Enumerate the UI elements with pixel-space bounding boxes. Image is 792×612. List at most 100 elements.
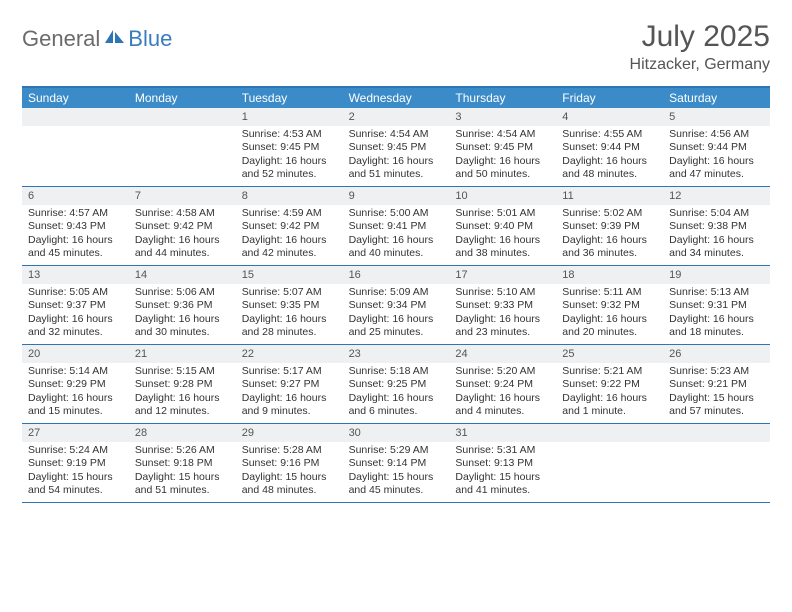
sunset-text: Sunset: 9:35 PM — [242, 299, 337, 312]
sunrise-text: Sunrise: 5:11 AM — [562, 286, 657, 299]
sunset-text: Sunset: 9:27 PM — [242, 378, 337, 391]
calendar-cell — [663, 424, 770, 502]
calendar-cell: 26Sunrise: 5:23 AMSunset: 9:21 PMDayligh… — [663, 345, 770, 423]
daylight-text: Daylight: 15 hours and 41 minutes. — [455, 471, 550, 498]
calendar-week-row: 27Sunrise: 5:24 AMSunset: 9:19 PMDayligh… — [22, 424, 770, 503]
day-body — [22, 126, 129, 132]
sunrise-text: Sunrise: 5:14 AM — [28, 365, 123, 378]
calendar-cell: 9Sunrise: 5:00 AMSunset: 9:41 PMDaylight… — [343, 187, 450, 265]
day-body: Sunrise: 5:18 AMSunset: 9:25 PMDaylight:… — [343, 363, 450, 423]
day-number: 8 — [236, 187, 343, 205]
sunrise-text: Sunrise: 5:20 AM — [455, 365, 550, 378]
weekday-header: Monday — [129, 88, 236, 108]
daylight-text: Daylight: 16 hours and 1 minute. — [562, 392, 657, 419]
sunset-text: Sunset: 9:41 PM — [349, 220, 444, 233]
day-body: Sunrise: 5:11 AMSunset: 9:32 PMDaylight:… — [556, 284, 663, 344]
sunset-text: Sunset: 9:42 PM — [135, 220, 230, 233]
day-number: 18 — [556, 266, 663, 284]
sunrise-text: Sunrise: 5:00 AM — [349, 207, 444, 220]
calendar-cell: 24Sunrise: 5:20 AMSunset: 9:24 PMDayligh… — [449, 345, 556, 423]
day-body: Sunrise: 5:24 AMSunset: 9:19 PMDaylight:… — [22, 442, 129, 502]
sunrise-text: Sunrise: 5:06 AM — [135, 286, 230, 299]
day-body: Sunrise: 4:58 AMSunset: 9:42 PMDaylight:… — [129, 205, 236, 265]
sunrise-text: Sunrise: 5:05 AM — [28, 286, 123, 299]
calendar-cell: 3Sunrise: 4:54 AMSunset: 9:45 PMDaylight… — [449, 108, 556, 186]
day-body: Sunrise: 5:04 AMSunset: 9:38 PMDaylight:… — [663, 205, 770, 265]
daylight-text: Daylight: 16 hours and 42 minutes. — [242, 234, 337, 261]
sunset-text: Sunset: 9:19 PM — [28, 457, 123, 470]
day-body: Sunrise: 5:26 AMSunset: 9:18 PMDaylight:… — [129, 442, 236, 502]
sunset-text: Sunset: 9:44 PM — [562, 141, 657, 154]
sunset-text: Sunset: 9:45 PM — [349, 141, 444, 154]
day-body: Sunrise: 5:09 AMSunset: 9:34 PMDaylight:… — [343, 284, 450, 344]
day-number: 21 — [129, 345, 236, 363]
daylight-text: Daylight: 16 hours and 4 minutes. — [455, 392, 550, 419]
sunrise-text: Sunrise: 4:55 AM — [562, 128, 657, 141]
day-number: 6 — [22, 187, 129, 205]
daylight-text: Daylight: 15 hours and 57 minutes. — [669, 392, 764, 419]
calendar-week-row: 6Sunrise: 4:57 AMSunset: 9:43 PMDaylight… — [22, 187, 770, 266]
sunrise-text: Sunrise: 5:23 AM — [669, 365, 764, 378]
sunrise-text: Sunrise: 4:56 AM — [669, 128, 764, 141]
sunrise-text: Sunrise: 5:10 AM — [455, 286, 550, 299]
day-number: 28 — [129, 424, 236, 442]
sunrise-text: Sunrise: 5:15 AM — [135, 365, 230, 378]
daylight-text: Daylight: 16 hours and 32 minutes. — [28, 313, 123, 340]
daylight-text: Daylight: 16 hours and 47 minutes. — [669, 155, 764, 182]
sunset-text: Sunset: 9:18 PM — [135, 457, 230, 470]
sunset-text: Sunset: 9:36 PM — [135, 299, 230, 312]
calendar-cell — [22, 108, 129, 186]
day-body: Sunrise: 4:55 AMSunset: 9:44 PMDaylight:… — [556, 126, 663, 186]
day-body: Sunrise: 5:21 AMSunset: 9:22 PMDaylight:… — [556, 363, 663, 423]
calendar-cell: 4Sunrise: 4:55 AMSunset: 9:44 PMDaylight… — [556, 108, 663, 186]
day-number: 11 — [556, 187, 663, 205]
sunrise-text: Sunrise: 4:57 AM — [28, 207, 123, 220]
day-body: Sunrise: 4:53 AMSunset: 9:45 PMDaylight:… — [236, 126, 343, 186]
sunset-text: Sunset: 9:39 PM — [562, 220, 657, 233]
day-number: 7 — [129, 187, 236, 205]
calendar-cell: 30Sunrise: 5:29 AMSunset: 9:14 PMDayligh… — [343, 424, 450, 502]
daylight-text: Daylight: 15 hours and 45 minutes. — [349, 471, 444, 498]
day-body: Sunrise: 5:05 AMSunset: 9:37 PMDaylight:… — [22, 284, 129, 344]
sunset-text: Sunset: 9:21 PM — [669, 378, 764, 391]
logo: General Blue — [22, 26, 172, 52]
sunset-text: Sunset: 9:34 PM — [349, 299, 444, 312]
daylight-text: Daylight: 16 hours and 52 minutes. — [242, 155, 337, 182]
daylight-text: Daylight: 16 hours and 45 minutes. — [28, 234, 123, 261]
day-number: 12 — [663, 187, 770, 205]
day-number: 1 — [236, 108, 343, 126]
day-number — [22, 108, 129, 126]
day-body: Sunrise: 5:14 AMSunset: 9:29 PMDaylight:… — [22, 363, 129, 423]
sunset-text: Sunset: 9:43 PM — [28, 220, 123, 233]
day-body: Sunrise: 5:02 AMSunset: 9:39 PMDaylight:… — [556, 205, 663, 265]
day-body: Sunrise: 5:10 AMSunset: 9:33 PMDaylight:… — [449, 284, 556, 344]
sunset-text: Sunset: 9:44 PM — [669, 141, 764, 154]
sunset-text: Sunset: 9:45 PM — [455, 141, 550, 154]
day-number: 5 — [663, 108, 770, 126]
sunset-text: Sunset: 9:33 PM — [455, 299, 550, 312]
day-number: 14 — [129, 266, 236, 284]
calendar-cell: 27Sunrise: 5:24 AMSunset: 9:19 PMDayligh… — [22, 424, 129, 502]
calendar: Sunday Monday Tuesday Wednesday Thursday… — [22, 86, 770, 503]
calendar-cell: 14Sunrise: 5:06 AMSunset: 9:36 PMDayligh… — [129, 266, 236, 344]
sunset-text: Sunset: 9:24 PM — [455, 378, 550, 391]
day-number: 19 — [663, 266, 770, 284]
sunset-text: Sunset: 9:31 PM — [669, 299, 764, 312]
sunrise-text: Sunrise: 4:58 AM — [135, 207, 230, 220]
sunset-text: Sunset: 9:25 PM — [349, 378, 444, 391]
sunset-text: Sunset: 9:28 PM — [135, 378, 230, 391]
logo-text-2: Blue — [128, 26, 172, 52]
calendar-cell: 29Sunrise: 5:28 AMSunset: 9:16 PMDayligh… — [236, 424, 343, 502]
day-body: Sunrise: 5:28 AMSunset: 9:16 PMDaylight:… — [236, 442, 343, 502]
calendar-week-row: 13Sunrise: 5:05 AMSunset: 9:37 PMDayligh… — [22, 266, 770, 345]
calendar-page: General Blue July 2025 Hitzacker, German… — [0, 0, 792, 523]
sunset-text: Sunset: 9:13 PM — [455, 457, 550, 470]
sunset-text: Sunset: 9:45 PM — [242, 141, 337, 154]
day-number: 16 — [343, 266, 450, 284]
daylight-text: Daylight: 16 hours and 23 minutes. — [455, 313, 550, 340]
weekday-header: Thursday — [449, 88, 556, 108]
day-number: 10 — [449, 187, 556, 205]
weekday-header: Wednesday — [343, 88, 450, 108]
sunrise-text: Sunrise: 5:13 AM — [669, 286, 764, 299]
calendar-cell: 6 Sunrise: 4:57 AMSunset: 9:43 PMDaylight… — [22, 187, 129, 265]
